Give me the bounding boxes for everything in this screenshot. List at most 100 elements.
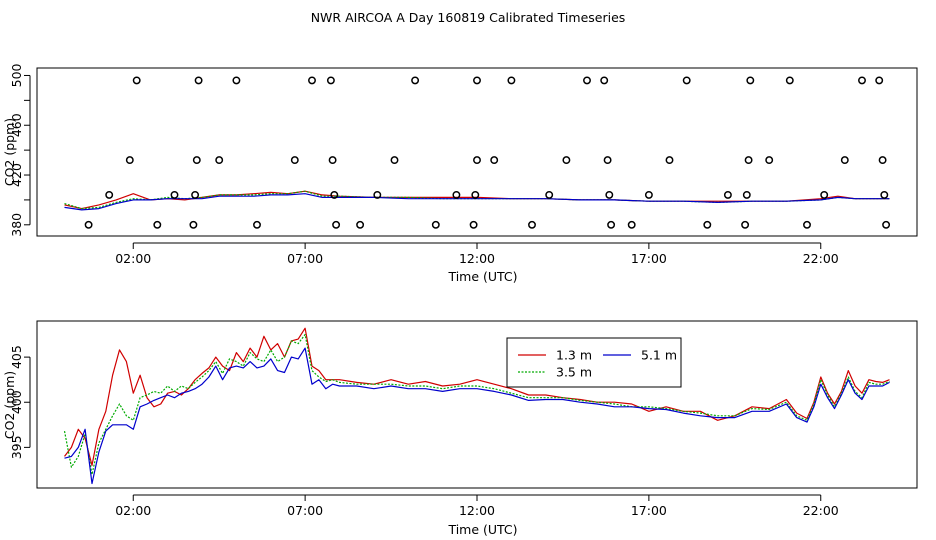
top-series-lines [64, 190, 890, 211]
top-point-marker [742, 190, 751, 199]
bottom-x-tick-label: 02:00 [115, 503, 151, 518]
top-point-marker [411, 76, 420, 85]
top-point-marker [878, 156, 887, 165]
top-point-marker [473, 156, 481, 165]
top-point-marker [192, 156, 201, 165]
bottom-series-line-3-5m [63, 333, 890, 476]
bottom-x-tick-label: 12:00 [459, 503, 495, 518]
top-point-marker [390, 156, 399, 165]
top-point-marker [191, 190, 200, 199]
top-y-axis: 380 420 460 500 [9, 63, 31, 237]
top-x-tick-label: 22:00 [803, 251, 839, 266]
top-point-marker [665, 156, 674, 165]
top-point-marker [545, 190, 554, 199]
bottom-x-tick-label: 17:00 [631, 503, 667, 518]
top-point-marker [330, 190, 339, 199]
top-point-marker [452, 190, 461, 199]
bottom-series-line-5-1m [64, 347, 890, 485]
bottom-x-tick-label: 22:00 [803, 503, 839, 518]
legend-label-3-5m: 3.5 m [556, 365, 592, 380]
top-point-marker [170, 190, 179, 199]
bottom-x-axis: 02:00 07:00 12:00 17:00 22:00 [115, 494, 839, 518]
top-point-marker [528, 220, 536, 229]
bottom-x-tick-label: 07:00 [287, 503, 323, 518]
top-point-marker [741, 220, 750, 229]
legend-label-5-1m: 5.1 m [641, 348, 677, 363]
top-point-marker [469, 220, 478, 229]
legend-label-1-3m: 1.3 m [556, 348, 592, 363]
top-point-marker [490, 156, 499, 165]
top-point-marker [746, 76, 755, 85]
bottom-series-line-1-3m [64, 327, 890, 466]
bottom-y-axis: 395 400 405 [9, 345, 31, 459]
top-y-tick-label: 500 [9, 63, 24, 87]
top-point-marker [328, 156, 337, 165]
top-point-marker [607, 220, 616, 229]
top-x-tick-label: 07:00 [287, 251, 323, 266]
bottom-y-tick-label: 400 [9, 390, 24, 414]
top-x-tick-label: 17:00 [631, 251, 667, 266]
top-point-marker [332, 220, 341, 229]
top-point-marker [583, 76, 591, 85]
top-point-markers [84, 76, 891, 229]
top-point-marker [471, 190, 480, 199]
top-point-marker [290, 156, 299, 165]
bottom-plot-frame [36, 320, 918, 489]
top-point-marker [820, 190, 829, 199]
top-point-marker [644, 190, 653, 199]
bottom-y-tick-label: 405 [9, 345, 24, 369]
top-y-tick-label: 380 [9, 213, 24, 237]
legend-box [506, 337, 682, 388]
top-point-marker [600, 76, 609, 85]
top-point-marker [232, 76, 241, 85]
bottom-x-axis-label: Time (UTC) [447, 522, 517, 537]
top-series-line-5-1m [64, 193, 890, 211]
top-point-marker [507, 76, 516, 85]
top-point-marker [744, 156, 753, 165]
top-point-marker [840, 156, 849, 165]
top-point-marker [373, 190, 382, 199]
top-point-marker [473, 76, 481, 85]
top-point-marker [153, 220, 162, 229]
legend: 1.3 m 3.5 m 5.1 m [506, 337, 682, 388]
top-point-marker [253, 220, 261, 229]
bottom-series-lines [63, 327, 890, 485]
top-point-marker [765, 156, 774, 165]
top-point-marker [682, 76, 691, 85]
top-y-tick-label: 420 [9, 163, 24, 187]
top-point-marker [723, 190, 732, 199]
top-y-tick-label: 460 [9, 113, 24, 137]
top-point-marker [189, 220, 198, 229]
top-point-marker [125, 156, 134, 165]
bottom-y-axis-label: CO2 (ppm) [2, 371, 17, 439]
top-x-tick-label: 02:00 [115, 251, 151, 266]
top-point-marker [562, 156, 571, 165]
top-point-marker [215, 156, 224, 165]
bottom-panel: 02:00 07:00 12:00 17:00 22:00 395 400 405 Time… [2, 320, 918, 537]
top-point-marker [880, 190, 889, 199]
top-point-marker [882, 220, 891, 229]
top-point-marker [326, 76, 335, 85]
top-plot-frame [36, 67, 918, 237]
top-point-marker [605, 190, 614, 199]
top-series-line-1-3m [64, 190, 890, 210]
top-point-marker [785, 76, 794, 85]
top-panel: 02:00 07:00 12:00 17:00 22:00 380 420 460 500 T… [2, 63, 918, 284]
top-point-marker [356, 220, 365, 229]
top-point-marker [105, 190, 114, 199]
bottom-y-tick-label: 395 [9, 435, 24, 459]
figure-title: NWR AIRCOA A Day 160819 Calibrated Times… [311, 10, 626, 25]
top-x-tick-label: 12:00 [459, 251, 495, 266]
top-point-marker [703, 220, 712, 229]
top-y-axis-label: CO2 (ppm) [2, 118, 17, 186]
top-point-marker [132, 76, 141, 85]
top-point-marker [858, 76, 866, 85]
top-point-marker [84, 220, 93, 229]
top-point-marker [308, 76, 316, 85]
top-point-marker [603, 156, 612, 165]
top-x-axis: 02:00 07:00 12:00 17:00 22:00 [115, 242, 839, 266]
top-point-marker [875, 76, 884, 85]
top-point-marker [431, 220, 440, 229]
top-x-axis-label: Time (UTC) [447, 269, 517, 284]
